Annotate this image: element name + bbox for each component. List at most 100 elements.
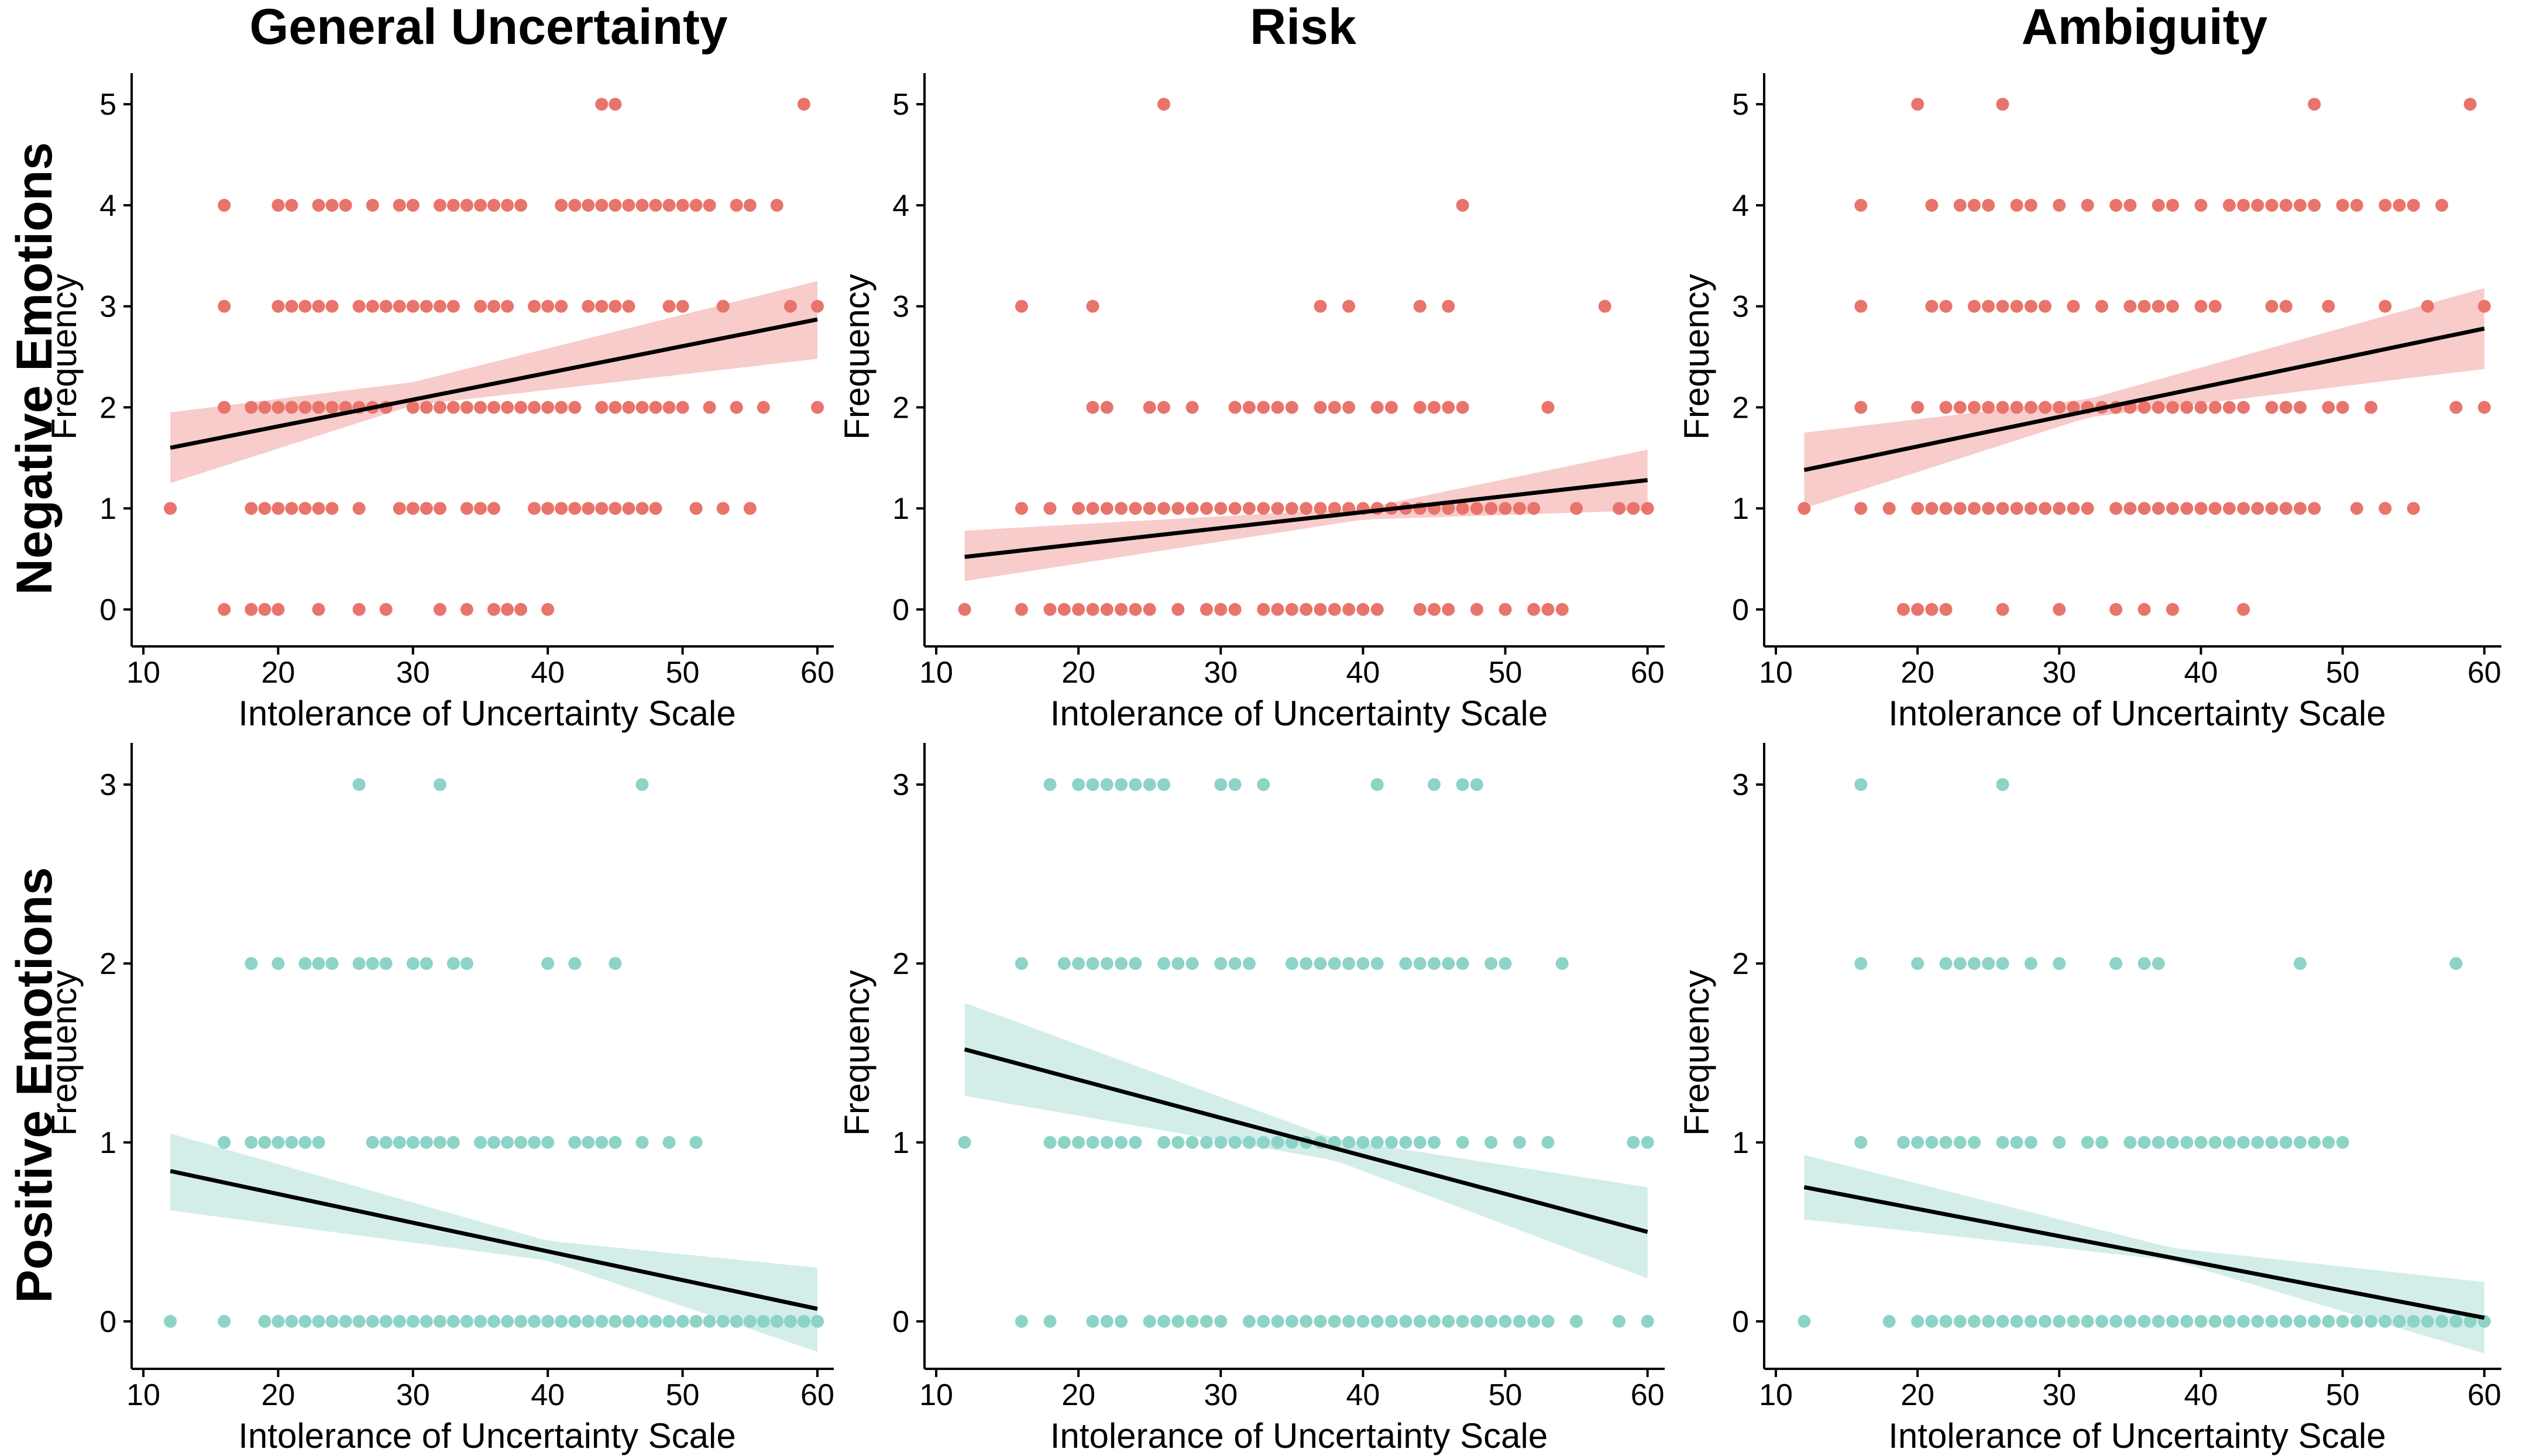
data-point <box>487 1314 500 1328</box>
row-title-negative: Negative Emotions <box>6 142 63 595</box>
data-point <box>433 603 446 616</box>
data-point <box>568 1314 582 1328</box>
data-point <box>271 1135 285 1149</box>
data-point <box>1527 502 1541 515</box>
data-point <box>2449 401 2463 414</box>
data-point <box>2067 1314 2080 1328</box>
data-point <box>433 198 446 212</box>
data-point <box>460 1314 473 1328</box>
data-point <box>218 603 231 616</box>
data-point <box>1527 1314 1541 1328</box>
data-point <box>1442 502 1455 515</box>
data-point <box>1854 198 1868 212</box>
data-point <box>271 198 285 212</box>
data-point <box>2137 502 2151 515</box>
data-point <box>474 300 487 313</box>
data-point <box>1442 401 1455 414</box>
data-point <box>393 1314 406 1328</box>
data-point <box>1513 502 1526 515</box>
data-point <box>622 198 635 212</box>
data-point <box>568 957 582 970</box>
data-point <box>446 1314 460 1328</box>
data-point <box>218 401 231 414</box>
data-point <box>2109 1314 2123 1328</box>
data-point <box>1115 1135 1128 1149</box>
data-point <box>339 1314 352 1328</box>
data-point <box>2109 502 2123 515</box>
data-point <box>1939 1135 1953 1149</box>
data-point <box>2322 1135 2335 1149</box>
data-point <box>1798 1314 1811 1328</box>
data-point <box>1982 401 1995 414</box>
data-point <box>676 198 689 212</box>
regression-line <box>170 317 818 450</box>
x-axis-title: Intolerance of Uncertainty Scale <box>1888 694 2386 733</box>
panel-neg-general: 10 20 30 40 50 60 0 1 2 3 4 5 Intolerance of Uncerta… <box>44 73 834 733</box>
data-point <box>649 401 662 414</box>
data-point <box>1086 778 1099 791</box>
data-point <box>1043 1135 1057 1149</box>
data-point <box>1370 1135 1384 1149</box>
data-point <box>2222 1314 2236 1328</box>
data-point <box>2109 957 2123 970</box>
data-point <box>2322 300 2335 313</box>
data-point <box>1442 300 1455 313</box>
y-tick-label: 0 <box>1732 593 1749 627</box>
data-point <box>1100 502 1113 515</box>
y-tick-label: 0 <box>1732 1305 1749 1339</box>
data-point <box>1513 1314 1526 1328</box>
data-point <box>1328 502 1341 515</box>
data-point <box>2166 1135 2179 1149</box>
data-point <box>1129 1135 1142 1149</box>
data-point <box>420 1314 433 1328</box>
data-point <box>1882 502 1896 515</box>
data-point <box>1057 957 1071 970</box>
data-point <box>2123 198 2137 212</box>
data-point <box>1968 1135 1981 1149</box>
data-point <box>433 502 446 515</box>
data-point <box>1072 1135 1085 1149</box>
data-point <box>2336 198 2349 212</box>
data-point <box>460 603 473 616</box>
data-point <box>393 502 406 515</box>
data-point <box>2222 401 2236 414</box>
data-point <box>420 401 433 414</box>
data-point <box>716 502 730 515</box>
data-point <box>555 401 568 414</box>
data-point <box>2265 401 2278 414</box>
data-point <box>379 1314 393 1328</box>
x-tick-label: 60 <box>1631 1378 1665 1412</box>
data-point <box>1185 502 1199 515</box>
data-point <box>1228 502 1242 515</box>
data-point <box>2421 300 2434 313</box>
data-point <box>743 1314 757 1328</box>
data-point <box>1854 778 1868 791</box>
x-tick-label: 40 <box>2184 656 2218 690</box>
data-point <box>1157 957 1170 970</box>
data-point <box>1911 401 1924 414</box>
data-point <box>1968 300 1981 313</box>
x-tick-label: 20 <box>261 1378 295 1412</box>
data-point <box>1982 957 1995 970</box>
data-point <box>1285 401 1298 414</box>
data-point <box>2194 502 2208 515</box>
data-point <box>2393 198 2406 212</box>
data-point <box>2152 300 2165 313</box>
data-point <box>1953 198 1967 212</box>
x-tick-label: 10 <box>919 1378 953 1412</box>
data-point <box>1882 1314 1896 1328</box>
x-tick-label: 10 <box>126 1378 160 1412</box>
data-point <box>2152 401 2165 414</box>
data-point <box>2166 502 2179 515</box>
data-point <box>1314 957 1327 970</box>
data-points <box>1798 778 2491 1328</box>
data-point <box>2081 198 2094 212</box>
data-point <box>1015 300 1028 313</box>
data-point <box>1499 1314 1512 1328</box>
data-point <box>2152 1135 2165 1149</box>
x-tick-label: 20 <box>1061 656 1095 690</box>
data-point <box>1499 603 1512 616</box>
y-tick-label: 5 <box>1732 88 1749 122</box>
x-tick-label: 30 <box>2042 1378 2076 1412</box>
data-point <box>1115 957 1128 970</box>
